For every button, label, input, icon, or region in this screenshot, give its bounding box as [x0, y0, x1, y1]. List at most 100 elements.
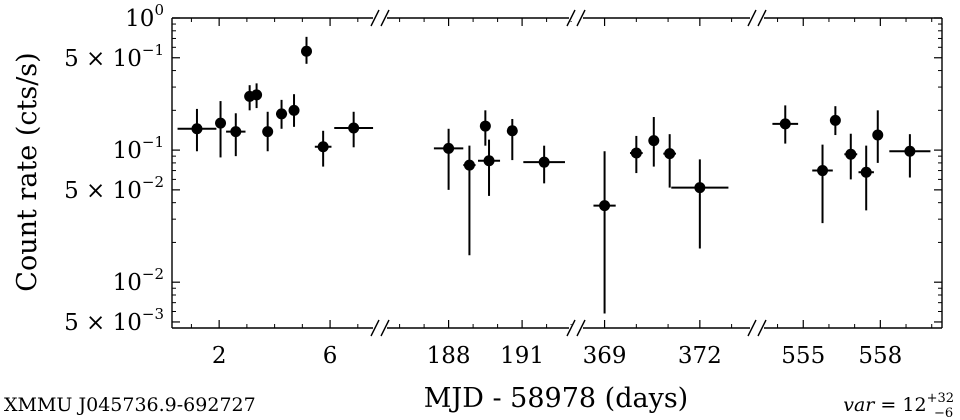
data-marker — [230, 126, 242, 138]
data-marker — [262, 126, 274, 138]
axis-break-slash — [380, 9, 390, 27]
variability-value: 12 — [902, 394, 926, 416]
data-marker — [694, 182, 706, 194]
y-tick-base: 10 — [113, 178, 142, 204]
x-tick-label: 372 — [678, 343, 722, 369]
data-point — [334, 111, 374, 148]
source-name-label: XMMU J045736.9-692727 — [4, 394, 256, 416]
data-marker — [479, 120, 491, 132]
data-point — [663, 134, 677, 188]
y-tick-base: 10 — [113, 270, 142, 296]
data-point — [433, 128, 464, 190]
y-tick-mantissa: 5 × — [64, 46, 113, 72]
data-marker — [779, 118, 791, 130]
data-marker — [463, 159, 475, 171]
axis-break-gap — [373, 325, 387, 331]
data-marker — [538, 156, 550, 168]
axis-break-slash — [380, 319, 390, 337]
data-point — [829, 106, 841, 136]
data-point — [226, 113, 246, 157]
data-point — [523, 145, 565, 184]
axis-break-slash — [747, 319, 757, 337]
y-tick-exponent: −1 — [142, 133, 164, 151]
data-point — [463, 145, 476, 256]
axis-break-mark — [747, 319, 767, 337]
data-marker — [215, 117, 227, 129]
axis-break-gap — [569, 15, 583, 21]
data-marker — [630, 147, 642, 159]
y-tick-exponent: −3 — [142, 305, 164, 323]
x-tick-label: 555 — [781, 343, 825, 369]
axis-break-slash — [757, 9, 767, 27]
axis-break-mark — [370, 319, 390, 337]
data-marker — [301, 45, 313, 57]
y-axis-label: Count rate (cts/s) — [12, 52, 43, 291]
y-tick-label: 10−2 — [113, 265, 164, 296]
y-tick-mantissa: 5 × — [64, 178, 113, 204]
data-point — [301, 36, 313, 64]
y-tick-label: 10−1 — [113, 133, 164, 164]
axis-break-gap — [569, 325, 583, 331]
data-point — [478, 139, 501, 196]
data-marker — [443, 142, 455, 154]
data-point — [858, 145, 874, 211]
plot-frame — [171, 17, 943, 329]
axis-break-mark — [566, 9, 586, 27]
x-tick-label: 558 — [858, 343, 902, 369]
axis-break-slash — [566, 319, 576, 337]
data-marker — [506, 125, 518, 137]
y-tick-exponent: −1 — [142, 41, 164, 59]
axis-break-slash — [576, 9, 586, 27]
axis-break-mark — [747, 9, 767, 27]
data-point — [812, 144, 833, 224]
axis-break-slash — [370, 9, 380, 27]
data-point — [276, 99, 288, 129]
axis-break-gap — [373, 15, 387, 21]
axis-break-slash — [757, 319, 767, 337]
x-tick-label: 6 — [323, 343, 338, 369]
y-tick-label: 100 — [125, 1, 164, 32]
y-tick-exponent: −2 — [142, 265, 164, 283]
data-marker — [829, 114, 841, 126]
y-tick-base: 10 — [113, 138, 142, 164]
data-point — [262, 111, 274, 152]
data-marker — [191, 123, 203, 135]
y-tick-label: 5 × 10−3 — [64, 305, 164, 336]
data-marker — [599, 200, 611, 212]
data-point — [506, 118, 518, 161]
data-point — [844, 133, 858, 180]
y-tick-base: 10 — [113, 46, 142, 72]
variability-label: var = 12+32 −6 — [843, 391, 954, 420]
axis-break-slash — [576, 319, 586, 337]
data-point — [629, 135, 643, 174]
variability-prefix: var = — [843, 394, 902, 416]
axis-break-gap — [750, 325, 764, 331]
axis-break-slash — [370, 319, 380, 337]
axis-break-slash — [747, 9, 757, 27]
data-point — [314, 130, 332, 167]
data-marker — [348, 122, 360, 134]
variability-upper: +32 — [927, 391, 954, 406]
data-marker — [860, 166, 872, 178]
x-tick-label: 369 — [583, 343, 627, 369]
data-marker — [276, 108, 288, 120]
data-marker — [317, 141, 329, 153]
data-point — [772, 105, 799, 144]
x-tick-label: 191 — [500, 343, 544, 369]
axis-break-marks — [370, 9, 767, 337]
axis-break-slash — [566, 9, 576, 27]
x-axis-label: MJD - 58978 (days) — [424, 383, 688, 414]
data-point — [215, 101, 227, 158]
data-point — [648, 117, 660, 167]
data-point — [671, 159, 729, 249]
data-point — [593, 151, 616, 314]
data-marker — [251, 89, 263, 101]
data-marker — [648, 135, 660, 147]
y-tick-exponent: 0 — [154, 1, 164, 19]
data-marker — [817, 165, 829, 177]
data-marker — [845, 148, 857, 160]
y-tick-base: 10 — [113, 310, 142, 336]
axis-break-gap — [750, 15, 764, 21]
axis-break-mark — [370, 9, 390, 27]
y-tick-label: 5 × 10−1 — [64, 41, 164, 72]
